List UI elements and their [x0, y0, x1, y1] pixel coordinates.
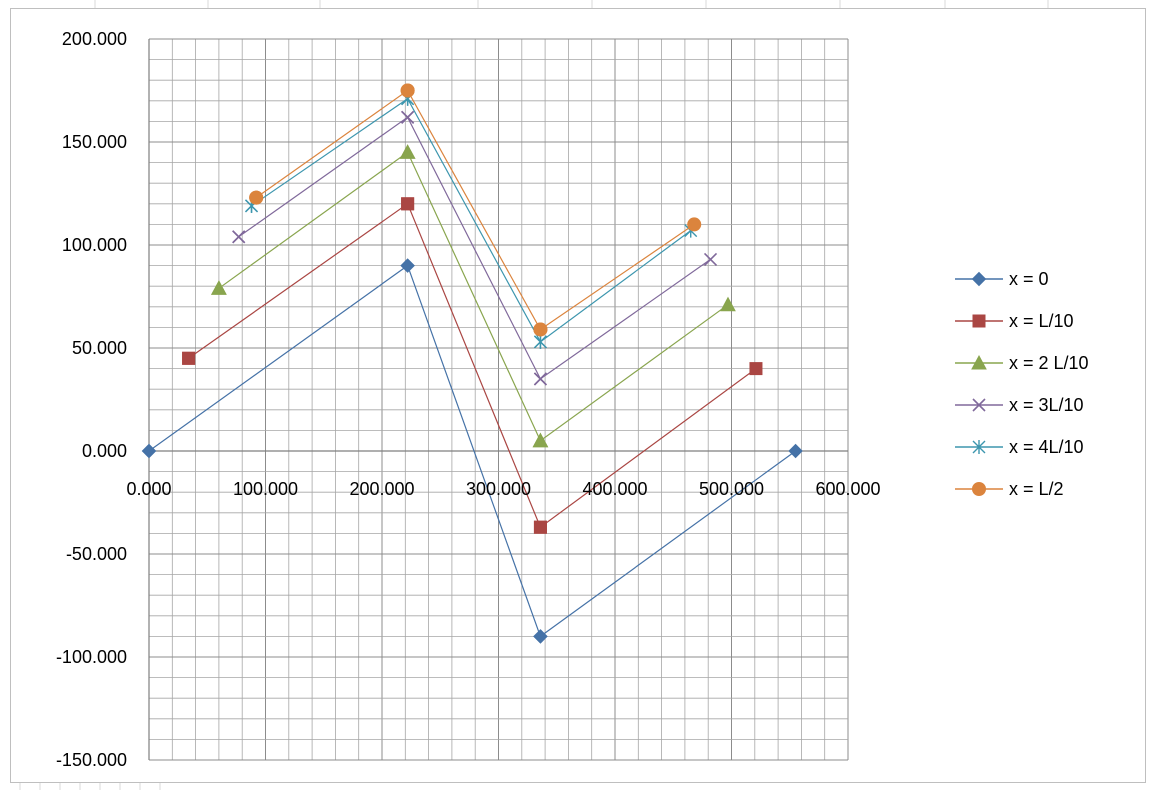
x-tick-label: 100.000: [233, 479, 298, 499]
legend-label: x = 0: [1009, 269, 1049, 289]
legend-item: x = 3L/10: [955, 395, 1084, 415]
y-tick-label: 200.000: [62, 29, 127, 49]
legend-item: x = 4L/10: [955, 437, 1084, 457]
legend: x = 0 x = L/10 x = 2 L/10 x = 3L/10 x = 4L/1…: [955, 269, 1089, 499]
series-layer: [141, 83, 803, 644]
data-point: [533, 629, 548, 644]
data-point: [232, 230, 246, 244]
legend-label: x = 4L/10: [1009, 437, 1084, 457]
tick-labels: -150.000 -100.000 -50.000 0.000 50.000 100.00…: [56, 29, 881, 770]
data-point: [400, 258, 415, 273]
y-tick-label: -50.000: [66, 544, 127, 564]
plot-gridlines: [148, 38, 849, 761]
legend-label: x = L/2: [1009, 479, 1064, 499]
series-4: [232, 110, 718, 386]
data-point: [401, 197, 415, 211]
legend-marker: [972, 440, 986, 454]
data-point: [533, 372, 548, 386]
x-tick-label: 0.000: [126, 479, 171, 499]
y-tick-label: 150.000: [62, 132, 127, 152]
legend-label: x = 3L/10: [1009, 395, 1084, 415]
legend-label: x = 2 L/10: [1009, 353, 1089, 373]
data-point: [249, 190, 264, 205]
data-point: [401, 110, 415, 124]
legend-marker: [972, 314, 986, 328]
series-2: [182, 197, 763, 534]
data-point: [211, 280, 227, 295]
legend-marker: [971, 354, 987, 370]
legend-marker: [971, 271, 987, 287]
legend-item: x = L/10: [955, 311, 1074, 331]
legend-item: x = L/2: [955, 479, 1064, 499]
y-tick-label: 0.000: [82, 441, 127, 461]
data-point: [749, 362, 763, 376]
x-tick-label: 600.000: [815, 479, 880, 499]
axes: [148, 39, 848, 760]
y-tick-label: -150.000: [56, 750, 127, 770]
data-point: [703, 252, 718, 266]
series-1: [141, 258, 803, 644]
data-point: [399, 144, 416, 159]
legend-marker: [972, 482, 986, 496]
x-tick-label: 300.000: [466, 479, 531, 499]
legend-marker: [972, 398, 986, 412]
data-point: [141, 443, 157, 459]
series-6: [249, 83, 702, 337]
data-point: [720, 296, 736, 312]
legend-item: x = 2 L/10: [955, 353, 1089, 373]
data-point: [533, 520, 547, 534]
series-3: [211, 144, 736, 448]
data-point: [533, 334, 547, 349]
y-tick-label: 100.000: [62, 235, 127, 255]
x-tick-label: 200.000: [349, 479, 414, 499]
y-tick-label: 50.000: [72, 338, 127, 358]
legend-item: x = 0: [955, 269, 1049, 289]
x-tick-label: 400.000: [582, 479, 647, 499]
data-point: [788, 443, 803, 459]
data-point: [687, 217, 702, 232]
data-point: [532, 432, 549, 448]
data-point: [182, 351, 196, 365]
data-point: [533, 322, 548, 337]
data-point: [400, 83, 415, 98]
chart-frame: [10, 8, 1146, 783]
y-tick-label: -100.000: [56, 647, 127, 667]
x-tick-label: 500.000: [699, 479, 764, 499]
legend-label: x = L/10: [1009, 311, 1074, 331]
